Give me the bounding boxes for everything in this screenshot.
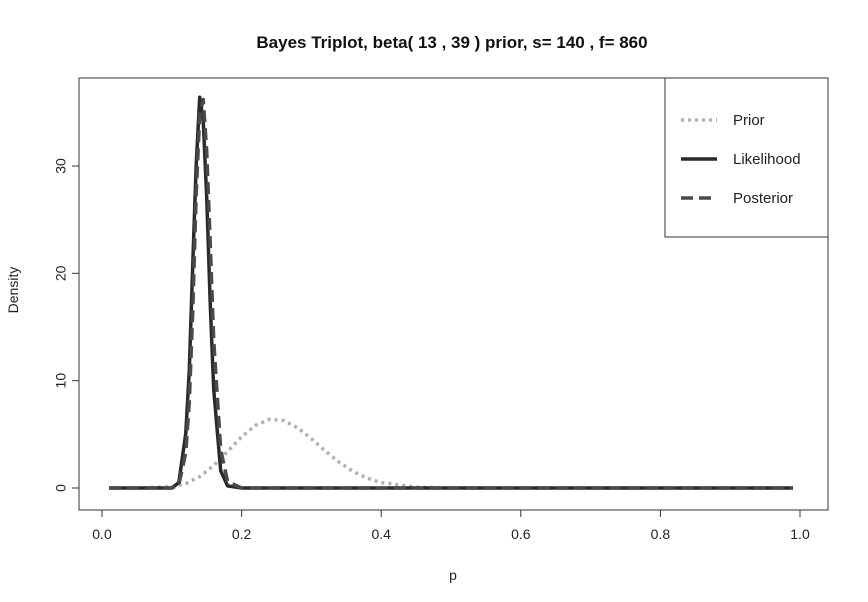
y-tick-label: 0 xyxy=(53,484,69,492)
series-line-posterior xyxy=(109,97,793,490)
x-axis: 0.0 0.2 0.4 0.6 0.8 1.0 xyxy=(92,509,810,542)
x-tick-label: 0.4 xyxy=(371,526,391,542)
y-axis-label: Density xyxy=(5,267,21,314)
legend-label-likelihood: Likelihood xyxy=(733,151,801,168)
legend-label-posterior: Posterior xyxy=(733,190,793,207)
x-tick-label: 0.0 xyxy=(92,526,112,542)
y-tick-label: 10 xyxy=(53,373,69,389)
legend: Prior Likelihood Posterior xyxy=(664,77,829,238)
series-line-prior xyxy=(109,417,793,490)
y-tick-label: 30 xyxy=(53,158,69,174)
series-layer xyxy=(109,95,793,490)
chart-title: Bayes Triplot, beta( 13 , 39 ) prior, s=… xyxy=(256,33,647,52)
x-tick-label: 1.0 xyxy=(790,526,810,542)
x-axis-label: p xyxy=(449,567,457,583)
y-axis: 0 10 20 30 xyxy=(53,158,80,492)
x-tick-label: 0.6 xyxy=(511,526,531,542)
x-tick-label: 0.8 xyxy=(651,526,671,542)
y-tick-label: 20 xyxy=(53,265,69,281)
x-tick-label: 0.2 xyxy=(232,526,252,542)
legend-label-prior: Prior xyxy=(733,112,765,129)
legend-items: Prior Likelihood Posterior xyxy=(681,112,801,207)
